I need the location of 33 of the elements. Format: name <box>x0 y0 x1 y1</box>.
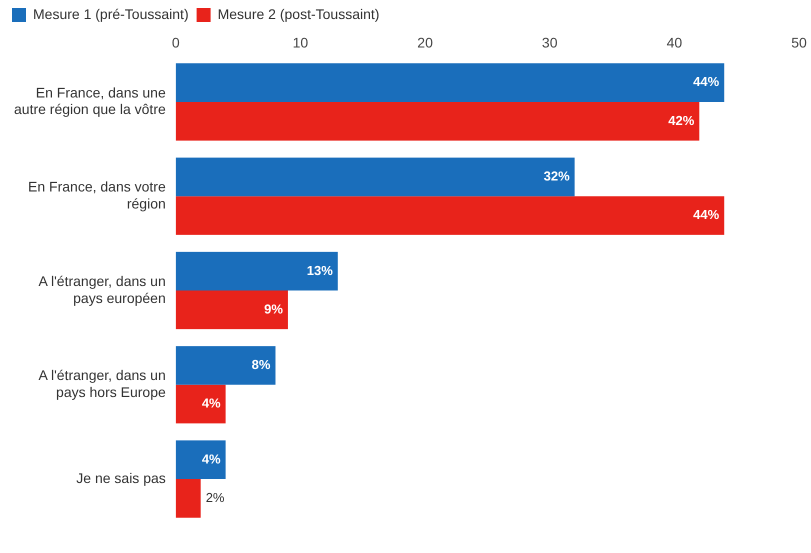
y-tick-label: En France, dans votre région <box>28 178 166 212</box>
bar <box>176 346 276 385</box>
bar <box>176 102 700 141</box>
bar <box>176 196 724 235</box>
bar <box>176 158 575 196</box>
data-label: 8% <box>252 357 271 372</box>
x-tick-label: 20 <box>417 34 434 50</box>
data-label: 2% <box>206 490 225 505</box>
bar <box>176 384 226 424</box>
bar <box>176 252 338 290</box>
bar <box>176 479 201 518</box>
data-label: 42% <box>668 112 695 128</box>
x-tick-label: 10 <box>292 34 308 50</box>
y-tick-label: A l'étranger, dans un pays hors Europe <box>38 367 166 400</box>
x-tick-label: 50 <box>791 34 807 50</box>
bar <box>176 440 226 480</box>
x-tick-label: 40 <box>666 34 682 50</box>
data-label: 4% <box>202 396 222 411</box>
data-label: 32% <box>544 168 570 184</box>
y-tick-label: A l'étranger, dans un pays européen <box>38 272 166 306</box>
y-tick-label: Je ne sais pas <box>76 470 166 486</box>
legend-label: Mesure 1 (pré-Toussaint) <box>33 6 189 22</box>
data-label: 44% <box>693 207 720 222</box>
bar <box>176 290 288 330</box>
legend-label: Mesure 2 (post-Toussaint) <box>218 6 380 22</box>
x-tick-label: 0 <box>172 34 180 50</box>
data-label: 4% <box>202 451 222 466</box>
bar <box>176 63 724 102</box>
data-label: 44% <box>693 74 720 90</box>
data-label: 9% <box>264 301 284 316</box>
data-label: 13% <box>306 262 334 278</box>
y-tick-label: En France, dans une autre région que la vôtre <box>14 84 166 118</box>
x-tick-label: 30 <box>542 34 558 50</box>
